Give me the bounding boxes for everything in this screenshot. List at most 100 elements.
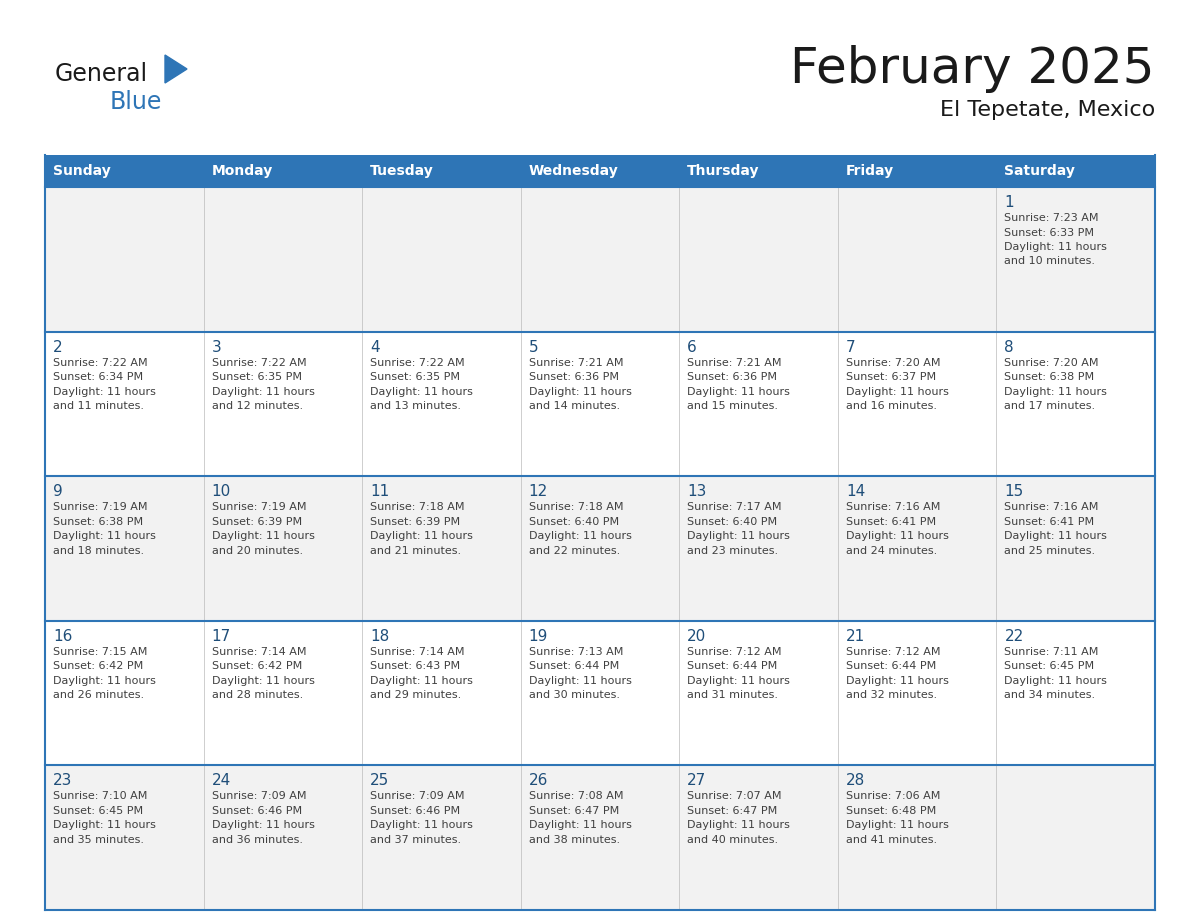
Text: and 22 minutes.: and 22 minutes. xyxy=(529,545,620,555)
Text: Monday: Monday xyxy=(211,164,273,178)
Text: Sunset: 6:48 PM: Sunset: 6:48 PM xyxy=(846,806,936,816)
Text: Daylight: 11 hours: Daylight: 11 hours xyxy=(529,386,632,397)
Text: General: General xyxy=(55,62,148,86)
Text: and 15 minutes.: and 15 minutes. xyxy=(688,401,778,411)
Text: 13: 13 xyxy=(688,484,707,499)
Text: February 2025: February 2025 xyxy=(790,45,1155,93)
Text: and 20 minutes.: and 20 minutes. xyxy=(211,545,303,555)
Text: Sunrise: 7:16 AM: Sunrise: 7:16 AM xyxy=(846,502,940,512)
Text: Sunrise: 7:22 AM: Sunrise: 7:22 AM xyxy=(211,358,307,367)
Text: Thursday: Thursday xyxy=(688,164,760,178)
Text: Daylight: 11 hours: Daylight: 11 hours xyxy=(371,386,473,397)
Text: Daylight: 11 hours: Daylight: 11 hours xyxy=(53,532,156,542)
Bar xyxy=(45,766,1155,910)
Text: Wednesday: Wednesday xyxy=(529,164,619,178)
Text: Sunset: 6:47 PM: Sunset: 6:47 PM xyxy=(529,806,619,816)
Text: Sunrise: 7:18 AM: Sunrise: 7:18 AM xyxy=(371,502,465,512)
Bar xyxy=(45,187,1155,331)
Text: Daylight: 11 hours: Daylight: 11 hours xyxy=(211,821,315,831)
Text: and 23 minutes.: and 23 minutes. xyxy=(688,545,778,555)
Text: Blue: Blue xyxy=(110,90,163,114)
Text: Daylight: 11 hours: Daylight: 11 hours xyxy=(688,676,790,686)
Text: and 18 minutes.: and 18 minutes. xyxy=(53,545,144,555)
Text: Daylight: 11 hours: Daylight: 11 hours xyxy=(371,821,473,831)
Text: 21: 21 xyxy=(846,629,865,644)
Text: Sunrise: 7:12 AM: Sunrise: 7:12 AM xyxy=(846,647,941,656)
Text: 5: 5 xyxy=(529,340,538,354)
Bar xyxy=(45,155,203,187)
Text: and 11 minutes.: and 11 minutes. xyxy=(53,401,144,411)
Text: Sunset: 6:40 PM: Sunset: 6:40 PM xyxy=(529,517,619,527)
Text: and 16 minutes.: and 16 minutes. xyxy=(846,401,937,411)
Text: 23: 23 xyxy=(53,773,72,789)
Text: Daylight: 11 hours: Daylight: 11 hours xyxy=(688,386,790,397)
Text: Daylight: 11 hours: Daylight: 11 hours xyxy=(53,386,156,397)
Text: Sunrise: 7:13 AM: Sunrise: 7:13 AM xyxy=(529,647,623,656)
Text: Sunrise: 7:19 AM: Sunrise: 7:19 AM xyxy=(211,502,307,512)
Text: Sunrise: 7:07 AM: Sunrise: 7:07 AM xyxy=(688,791,782,801)
Text: 1: 1 xyxy=(1004,195,1015,210)
Text: 28: 28 xyxy=(846,773,865,789)
Text: Daylight: 11 hours: Daylight: 11 hours xyxy=(1004,676,1107,686)
Bar xyxy=(680,155,838,187)
Text: and 26 minutes.: and 26 minutes. xyxy=(53,690,144,700)
Text: Sunrise: 7:14 AM: Sunrise: 7:14 AM xyxy=(211,647,307,656)
Text: and 38 minutes.: and 38 minutes. xyxy=(529,834,620,845)
Text: Sunset: 6:36 PM: Sunset: 6:36 PM xyxy=(529,372,619,382)
Text: Sunset: 6:40 PM: Sunset: 6:40 PM xyxy=(688,517,777,527)
Text: 2: 2 xyxy=(53,340,63,354)
Text: 17: 17 xyxy=(211,629,230,644)
Text: Daylight: 11 hours: Daylight: 11 hours xyxy=(846,821,949,831)
Text: and 12 minutes.: and 12 minutes. xyxy=(211,401,303,411)
Text: Sunset: 6:42 PM: Sunset: 6:42 PM xyxy=(53,661,144,671)
Text: 8: 8 xyxy=(1004,340,1015,354)
Text: and 24 minutes.: and 24 minutes. xyxy=(846,545,937,555)
Text: Sunset: 6:41 PM: Sunset: 6:41 PM xyxy=(1004,517,1094,527)
Bar xyxy=(997,155,1155,187)
Text: Sunset: 6:35 PM: Sunset: 6:35 PM xyxy=(371,372,460,382)
Text: Daylight: 11 hours: Daylight: 11 hours xyxy=(846,386,949,397)
Text: and 35 minutes.: and 35 minutes. xyxy=(53,834,144,845)
Text: Sunset: 6:44 PM: Sunset: 6:44 PM xyxy=(688,661,777,671)
Text: 12: 12 xyxy=(529,484,548,499)
Bar xyxy=(362,155,520,187)
Text: Tuesday: Tuesday xyxy=(371,164,434,178)
Text: Sunset: 6:36 PM: Sunset: 6:36 PM xyxy=(688,372,777,382)
Text: 18: 18 xyxy=(371,629,390,644)
Bar xyxy=(838,155,997,187)
Text: Sunset: 6:45 PM: Sunset: 6:45 PM xyxy=(1004,661,1094,671)
Text: Daylight: 11 hours: Daylight: 11 hours xyxy=(529,532,632,542)
Text: Daylight: 11 hours: Daylight: 11 hours xyxy=(529,821,632,831)
Text: Sunset: 6:44 PM: Sunset: 6:44 PM xyxy=(846,661,936,671)
Text: Sunset: 6:39 PM: Sunset: 6:39 PM xyxy=(211,517,302,527)
Text: 6: 6 xyxy=(688,340,697,354)
Text: Daylight: 11 hours: Daylight: 11 hours xyxy=(211,532,315,542)
Text: Sunset: 6:42 PM: Sunset: 6:42 PM xyxy=(211,661,302,671)
Text: Sunrise: 7:06 AM: Sunrise: 7:06 AM xyxy=(846,791,940,801)
Text: 3: 3 xyxy=(211,340,221,354)
Text: Sunrise: 7:08 AM: Sunrise: 7:08 AM xyxy=(529,791,624,801)
Text: Daylight: 11 hours: Daylight: 11 hours xyxy=(688,821,790,831)
Text: 22: 22 xyxy=(1004,629,1024,644)
Text: Friday: Friday xyxy=(846,164,895,178)
Text: Sunrise: 7:16 AM: Sunrise: 7:16 AM xyxy=(1004,502,1099,512)
Text: 27: 27 xyxy=(688,773,707,789)
Text: and 29 minutes.: and 29 minutes. xyxy=(371,690,461,700)
Text: 7: 7 xyxy=(846,340,855,354)
Text: Sunrise: 7:23 AM: Sunrise: 7:23 AM xyxy=(1004,213,1099,223)
Text: Sunset: 6:39 PM: Sunset: 6:39 PM xyxy=(371,517,460,527)
Text: Daylight: 11 hours: Daylight: 11 hours xyxy=(846,676,949,686)
Text: Sunrise: 7:21 AM: Sunrise: 7:21 AM xyxy=(688,358,782,367)
Text: Sunset: 6:38 PM: Sunset: 6:38 PM xyxy=(1004,372,1094,382)
Text: Sunset: 6:46 PM: Sunset: 6:46 PM xyxy=(371,806,460,816)
Text: Sunset: 6:37 PM: Sunset: 6:37 PM xyxy=(846,372,936,382)
Text: and 21 minutes.: and 21 minutes. xyxy=(371,545,461,555)
Text: Sunrise: 7:15 AM: Sunrise: 7:15 AM xyxy=(53,647,147,656)
Text: Sunset: 6:45 PM: Sunset: 6:45 PM xyxy=(53,806,143,816)
Text: Daylight: 11 hours: Daylight: 11 hours xyxy=(1004,386,1107,397)
Text: and 30 minutes.: and 30 minutes. xyxy=(529,690,620,700)
Text: 14: 14 xyxy=(846,484,865,499)
Text: Sunset: 6:44 PM: Sunset: 6:44 PM xyxy=(529,661,619,671)
Text: Sunset: 6:46 PM: Sunset: 6:46 PM xyxy=(211,806,302,816)
Text: 26: 26 xyxy=(529,773,548,789)
